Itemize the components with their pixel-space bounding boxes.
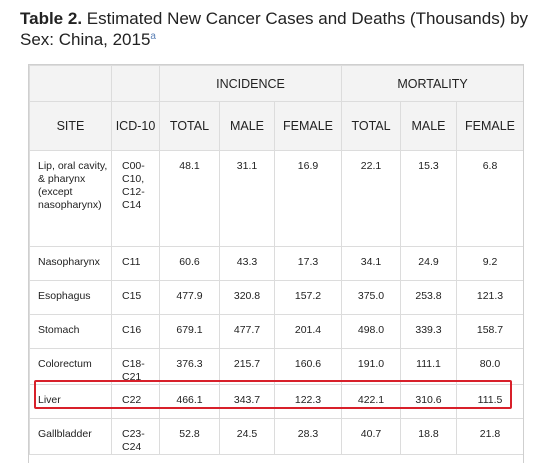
- header-blank-icd: [111, 65, 160, 102]
- header-mortality: MORTALITY: [341, 65, 523, 102]
- cell-mor-total: 34.1: [341, 246, 402, 281]
- header-incidence-female: FEMALE: [273, 101, 343, 151]
- header-site: SITE: [29, 101, 112, 151]
- cancer-table: INCIDENCE MORTALITY SITE ICD-10 TOTAL MA…: [29, 65, 523, 455]
- cell-mor-female: 80.0: [456, 348, 523, 385]
- cell-inc-male: 477.7: [219, 314, 275, 349]
- footnote-link[interactable]: a: [150, 31, 156, 42]
- cell-site: Colorectum: [29, 348, 112, 385]
- header-blank-site: [29, 65, 112, 102]
- cell-inc-male: 215.7: [219, 348, 275, 385]
- cell-inc-male: 31.1: [219, 150, 275, 247]
- cell-mor-female: 111.5: [456, 384, 523, 419]
- cell-site: Lip, oral cavity, & pharynx (except naso…: [29, 150, 112, 247]
- cell-inc-total: 466.1: [159, 384, 220, 419]
- header-mortality-total: TOTAL: [341, 101, 402, 151]
- cell-site: Esophagus: [29, 280, 112, 315]
- cell-inc-total: 477.9: [159, 280, 220, 315]
- cell-mor-male: 339.3: [400, 314, 458, 349]
- header-incidence: INCIDENCE: [158, 65, 343, 102]
- header-incidence-male: MALE: [219, 101, 275, 151]
- cell-icd: C23-C24: [111, 418, 160, 455]
- header-incidence-total: TOTAL: [159, 101, 220, 151]
- cell-icd: C11: [111, 246, 160, 281]
- cell-site: Stomach: [29, 314, 112, 349]
- cell-inc-female: 157.2: [273, 280, 343, 315]
- cell-inc-total: 376.3: [159, 348, 220, 385]
- table-title-prefix: Table 2.: [20, 9, 83, 28]
- table-row: Colorectum C18-C21 376.3 215.7 160.6 191…: [29, 348, 523, 385]
- cell-icd: C22: [111, 384, 160, 419]
- cell-icd: C16: [111, 314, 160, 349]
- cell-mor-female: 158.7: [456, 314, 523, 349]
- cell-mor-male: 111.1: [400, 348, 458, 385]
- cell-icd: C15: [111, 280, 160, 315]
- cell-inc-total: 679.1: [159, 314, 220, 349]
- cell-inc-total: 52.8: [159, 418, 220, 455]
- cell-icd: C18-C21: [111, 348, 160, 385]
- cell-mor-total: 22.1: [341, 150, 402, 247]
- cell-icd: C00-C10, C12-C14: [111, 150, 160, 247]
- cell-site: Nasopharynx: [29, 246, 112, 281]
- cell-inc-male: 320.8: [219, 280, 275, 315]
- table-row: Esophagus C15 477.9 320.8 157.2 375.0 25…: [29, 280, 523, 315]
- cell-inc-total: 60.6: [159, 246, 220, 281]
- cell-mor-female: 6.8: [456, 150, 523, 247]
- cell-mor-total: 40.7: [341, 418, 402, 455]
- table-row: Nasopharynx C11 60.6 43.3 17.3 34.1 24.9…: [29, 246, 523, 281]
- cell-mor-total: 498.0: [341, 314, 402, 349]
- cell-inc-male: 24.5: [219, 418, 275, 455]
- cell-mor-total: 375.0: [341, 280, 402, 315]
- cell-inc-female: 16.9: [273, 150, 343, 247]
- table-row: Stomach C16 679.1 477.7 201.4 498.0 339.…: [29, 314, 523, 349]
- cell-mor-female: 9.2: [456, 246, 523, 281]
- cell-mor-male: 310.6: [400, 384, 458, 419]
- cell-mor-female: 21.8: [456, 418, 523, 455]
- cell-inc-male: 343.7: [219, 384, 275, 419]
- header-icd: ICD-10: [111, 101, 160, 151]
- cell-mor-total: 422.1: [341, 384, 402, 419]
- cell-mor-female: 121.3: [456, 280, 523, 315]
- cell-site: Liver: [29, 384, 112, 419]
- cell-mor-male: 253.8: [400, 280, 458, 315]
- table-row-liver: Liver C22 466.1 343.7 122.3 422.1 310.6 …: [29, 384, 523, 419]
- cell-mor-male: 15.3: [400, 150, 458, 247]
- cancer-table-container: INCIDENCE MORTALITY SITE ICD-10 TOTAL MA…: [28, 64, 524, 463]
- table-row: Lip, oral cavity, & pharynx (except naso…: [29, 150, 523, 247]
- table-title: Table 2. Estimated New Cancer Cases and …: [20, 8, 530, 50]
- cell-mor-male: 18.8: [400, 418, 458, 455]
- cell-inc-female: 28.3: [273, 418, 343, 455]
- cell-site: Gallbladder: [29, 418, 112, 455]
- cell-inc-female: 17.3: [273, 246, 343, 281]
- cell-mor-male: 24.9: [400, 246, 458, 281]
- header-mortality-male: MALE: [400, 101, 458, 151]
- cell-inc-female: 122.3: [273, 384, 343, 419]
- cell-inc-female: 201.4: [273, 314, 343, 349]
- cell-inc-male: 43.3: [219, 246, 275, 281]
- table-title-text: Estimated New Cancer Cases and Deaths (T…: [20, 9, 529, 49]
- table-row: Gallbladder C23-C24 52.8 24.5 28.3 40.7 …: [29, 418, 523, 455]
- cell-inc-total: 48.1: [159, 150, 220, 247]
- cell-mor-total: 191.0: [341, 348, 402, 385]
- cell-inc-female: 160.6: [273, 348, 343, 385]
- header-mortality-female: FEMALE: [456, 101, 523, 151]
